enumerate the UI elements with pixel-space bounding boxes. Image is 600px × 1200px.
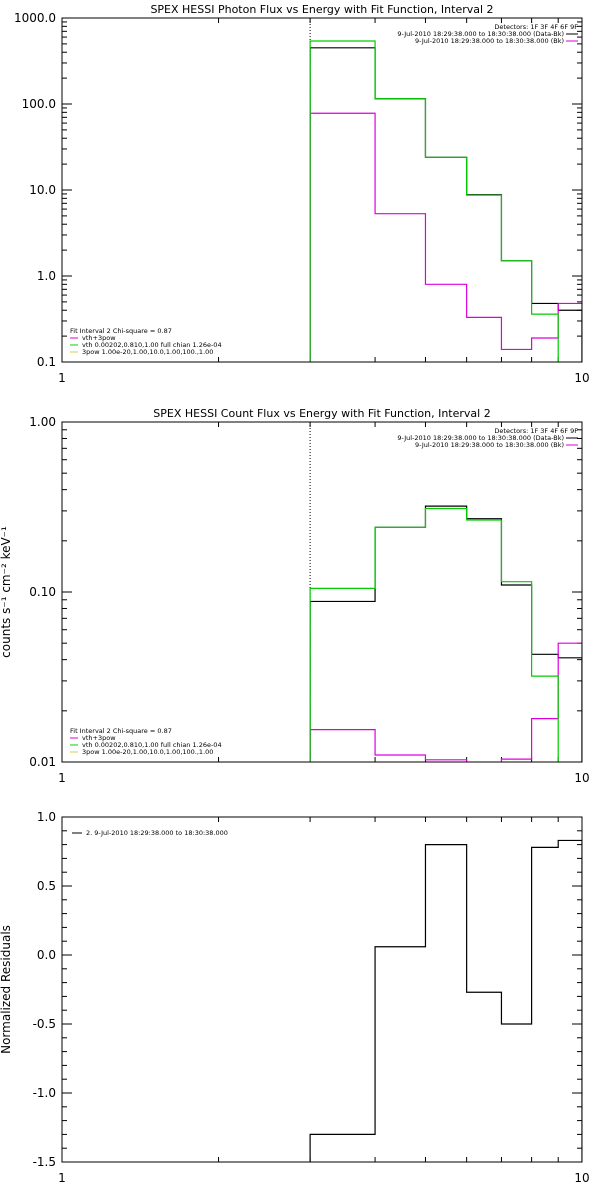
series-total-step-line [309, 40, 559, 362]
legend-fit-header: Fit Interval 2 Chi-square = 0.87 [70, 727, 172, 735]
y-tick-label: 0.01 [29, 755, 56, 769]
legend-entry-label: 9-Jul-2010 18:29:38.000 to 18:30:38.000 … [415, 441, 564, 449]
y-ticks [62, 816, 582, 1163]
legend-entry-label: 9-Jul-2010 18:29:38.000 to 18:30:38.000 … [415, 37, 564, 45]
series-data-step-line [309, 505, 582, 762]
x-tick-label: 10 [574, 1171, 589, 1185]
x-tick-label: 1 [58, 1171, 66, 1185]
y-axis-label: Normalized Residuals [0, 925, 13, 1054]
legend-top-right: Detectors: 1F 3F 4F 6F 9F9-Jul-2010 18:2… [397, 23, 578, 45]
legend-entry-label: 9-Jul-2010 18:29:38.000 to 18:30:38.000 … [397, 434, 564, 442]
x-ticks [61, 18, 583, 362]
series-data-step-line [309, 47, 582, 362]
plot-frame [61, 816, 583, 1163]
y-tick-label: 0.5 [37, 879, 56, 893]
series-total-step-line [309, 507, 559, 762]
panel-2: SPEX HESSI Count Flux vs Energy with Fit… [0, 407, 590, 785]
legend-entry-label: vth+3pow [82, 334, 116, 342]
panel-3: Normalized Residuals 1 10 -1.5 -1.0 -0.5 0.0 0.… [0, 810, 590, 1185]
legend-entry-label: 3pow 1.00e-20,1.00,10.0,1.00,100.,1.00 [82, 348, 213, 356]
y-tick-label: -1.0 [33, 1086, 56, 1100]
plot-frame [61, 17, 583, 363]
y-axis-label: counts s⁻¹ cm⁻² keV⁻¹ [0, 526, 13, 658]
y-tick-label: -0.5 [33, 1017, 56, 1031]
series-background-step-line [309, 642, 582, 762]
legend-bottom-left: Fit Interval 2 Chi-square = 0.87vth+3pow… [70, 727, 222, 756]
data-series [309, 40, 582, 362]
series-background-step-line [309, 112, 582, 362]
y-tick-label: 100.0 [22, 97, 56, 111]
legend-fit-header: Fit Interval 2 Chi-square = 0.87 [70, 327, 172, 335]
legend-entry-label: vth+3pow [82, 734, 116, 742]
legend-entry-label: 3pow 1.00e-20,1.00,10.0,1.00,100.,1.00 [82, 748, 213, 756]
x-tick-label: 1 [58, 771, 66, 785]
y-tick-label: 1.00 [29, 415, 56, 429]
legend-top-left: 2. 9-Jul-2010 18:29:38.000 to 18:30:38.0… [72, 829, 228, 837]
x-tick-label: 10 [574, 771, 589, 785]
y-tick-label: 10.0 [29, 183, 56, 197]
y-tick-label: 0.0 [37, 948, 56, 962]
y-tick-label: 0.1 [37, 355, 56, 369]
y-ticks [62, 17, 582, 363]
x-tick-label: 10 [574, 371, 589, 385]
legend-top-right: Detectors: 1F 3F 4F 6F 9F9-Jul-2010 18:2… [397, 427, 578, 449]
legend-entry-label: vth 0.00202,0.810,1.00 full chian 1.26e-… [82, 741, 222, 749]
panel-1: SPEX HESSI Photon Flux vs Energy with Fi… [14, 3, 590, 385]
x-tick-label: 1 [58, 371, 66, 385]
legend-detectors: Detectors: 1F 3F 4F 6F 9F [494, 23, 578, 31]
data-series [309, 839, 582, 1162]
plot-frame [61, 421, 583, 763]
x-ticks [61, 817, 583, 1162]
y-tick-label: 1.0 [37, 810, 56, 824]
legend-detectors: Detectors: 1F 3F 4F 6F 9F [494, 427, 578, 435]
data-series [309, 505, 582, 762]
series-data-step-line [309, 839, 582, 1162]
chart-title: SPEX HESSI Count Flux vs Energy with Fit… [153, 407, 490, 420]
legend-bottom-left: Fit Interval 2 Chi-square = 0.87vth+3pow… [70, 327, 222, 356]
y-tick-label: 0.10 [29, 585, 56, 599]
y-ticks [62, 421, 582, 763]
y-tick-label: 1.0 [37, 269, 56, 283]
legend-entry-label: vth 0.00202,0.810,1.00 full chian 1.26e-… [82, 341, 222, 349]
legend-entry-label: 9-Jul-2010 18:29:38.000 to 18:30:38.000 … [397, 30, 564, 38]
x-ticks [61, 422, 583, 762]
legend-entry-label: 2. 9-Jul-2010 18:29:38.000 to 18:30:38.0… [86, 829, 228, 837]
chart-title: SPEX HESSI Photon Flux vs Energy with Fi… [150, 3, 493, 16]
y-tick-label: -1.5 [33, 1155, 56, 1169]
y-tick-label: 1000.0 [14, 11, 56, 25]
